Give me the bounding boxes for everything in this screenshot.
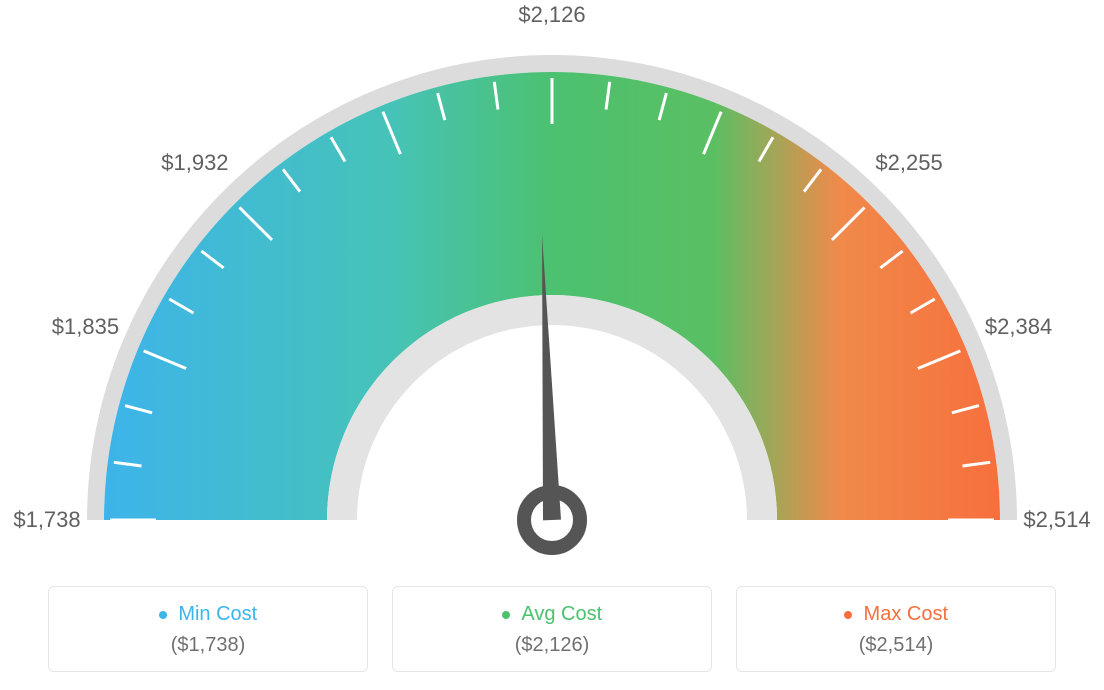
legend-title-max: Max Cost <box>737 603 1055 626</box>
legend-value-max: ($2,514) <box>737 634 1055 657</box>
gauge-tick-label: $1,932 <box>161 150 228 176</box>
legend-label-avg: Avg Cost <box>521 603 602 625</box>
legend-row: Min Cost ($1,738) Avg Cost ($2,126) Max … <box>0 586 1104 672</box>
gauge-tick-label: $2,255 <box>875 150 942 176</box>
legend-value-min: ($1,738) <box>49 634 367 657</box>
legend-dot-min <box>159 611 167 619</box>
gauge-tick-label: $2,514 <box>1023 507 1090 533</box>
gauge-tick-label: $2,126 <box>518 2 585 28</box>
legend-card-max: Max Cost ($2,514) <box>736 586 1056 672</box>
legend-value-avg: ($2,126) <box>393 634 711 657</box>
gauge-chart: $1,738 $1,835 $1,932 $2,126 $2,255 $2,384 $2,5… <box>0 0 1104 560</box>
gauge-svg <box>0 0 1104 560</box>
legend-dot-avg <box>502 611 510 619</box>
legend-label-min: Min Cost <box>178 603 257 625</box>
legend-card-avg: Avg Cost ($2,126) <box>392 586 712 672</box>
gauge-tick-label: $1,835 <box>52 314 119 340</box>
legend-label-max: Max Cost <box>864 603 948 625</box>
gauge-tick-label: $2,384 <box>985 314 1052 340</box>
legend-title-avg: Avg Cost <box>393 603 711 626</box>
legend-card-min: Min Cost ($1,738) <box>48 586 368 672</box>
gauge-tick-label: $1,738 <box>13 507 80 533</box>
legend-title-min: Min Cost <box>49 603 367 626</box>
legend-dot-max <box>844 611 852 619</box>
